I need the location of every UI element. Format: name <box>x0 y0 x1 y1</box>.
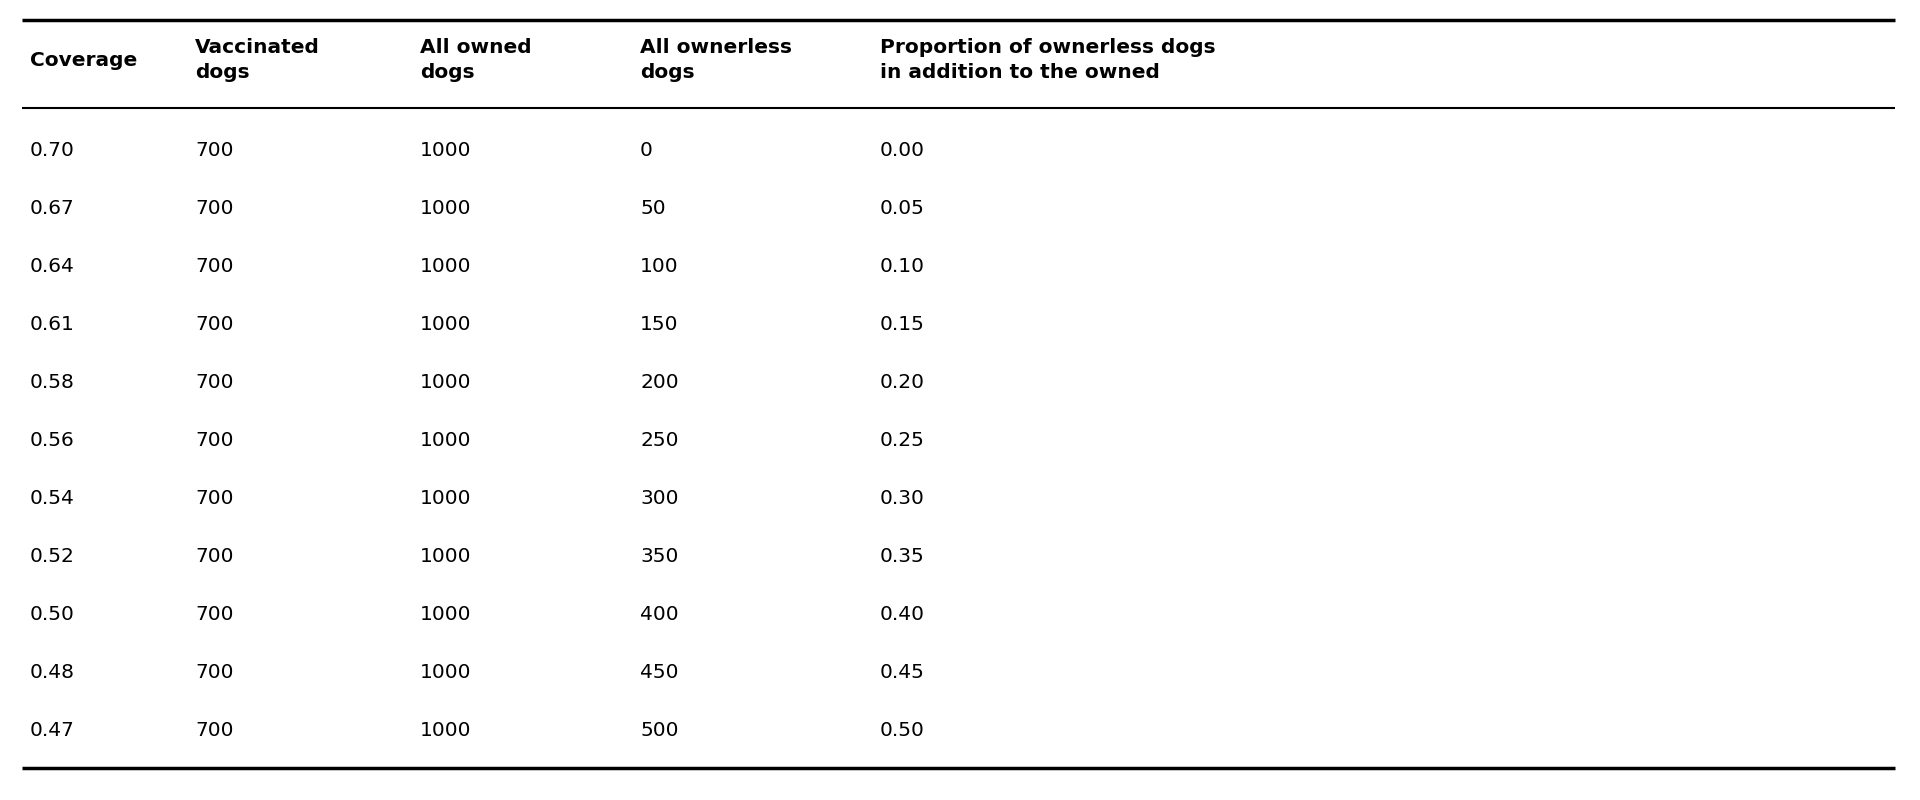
Text: 200: 200 <box>639 373 678 391</box>
Text: 150: 150 <box>639 314 678 334</box>
Text: All ownerless
dogs: All ownerless dogs <box>639 38 791 82</box>
Text: 0.40: 0.40 <box>879 605 925 623</box>
Text: 700: 700 <box>196 605 234 623</box>
Text: 0.10: 0.10 <box>879 257 925 275</box>
Text: 0.54: 0.54 <box>31 489 75 507</box>
Text: 700: 700 <box>196 373 234 391</box>
Text: 0.47: 0.47 <box>31 721 75 739</box>
Text: Proportion of ownerless dogs
in addition to the owned: Proportion of ownerless dogs in addition… <box>879 38 1215 82</box>
Text: All owned
dogs: All owned dogs <box>420 38 532 82</box>
Text: 1000: 1000 <box>420 721 472 739</box>
Text: 0.48: 0.48 <box>31 662 75 682</box>
Text: 50: 50 <box>639 198 666 218</box>
Text: 700: 700 <box>196 489 234 507</box>
Text: 1000: 1000 <box>420 605 472 623</box>
Text: 1000: 1000 <box>420 314 472 334</box>
Text: 0.00: 0.00 <box>879 141 925 159</box>
Text: 1000: 1000 <box>420 373 472 391</box>
Text: 0.64: 0.64 <box>31 257 75 275</box>
Text: 0.52: 0.52 <box>31 546 75 566</box>
Text: 1000: 1000 <box>420 198 472 218</box>
Text: 0.50: 0.50 <box>31 605 75 623</box>
Text: 0.58: 0.58 <box>31 373 75 391</box>
Text: 700: 700 <box>196 314 234 334</box>
Text: 700: 700 <box>196 662 234 682</box>
Text: 0.25: 0.25 <box>879 430 925 450</box>
Text: 0.61: 0.61 <box>31 314 75 334</box>
Text: Vaccinated
dogs: Vaccinated dogs <box>196 38 321 82</box>
Text: 1000: 1000 <box>420 257 472 275</box>
Text: 100: 100 <box>639 257 678 275</box>
Text: 0.56: 0.56 <box>31 430 75 450</box>
Text: 1000: 1000 <box>420 141 472 159</box>
Text: 1000: 1000 <box>420 430 472 450</box>
Text: 0.30: 0.30 <box>879 489 925 507</box>
Text: 450: 450 <box>639 662 678 682</box>
Text: 250: 250 <box>639 430 678 450</box>
Text: 700: 700 <box>196 546 234 566</box>
Text: 400: 400 <box>639 605 678 623</box>
Text: 0.67: 0.67 <box>31 198 75 218</box>
Text: 1000: 1000 <box>420 489 472 507</box>
Text: 700: 700 <box>196 721 234 739</box>
Text: 700: 700 <box>196 198 234 218</box>
Text: 700: 700 <box>196 430 234 450</box>
Text: 0.70: 0.70 <box>31 141 75 159</box>
Text: Coverage: Coverage <box>31 50 136 70</box>
Text: 500: 500 <box>639 721 678 739</box>
Text: 0.45: 0.45 <box>879 662 925 682</box>
Text: 700: 700 <box>196 141 234 159</box>
Text: 0.15: 0.15 <box>879 314 925 334</box>
Text: 700: 700 <box>196 257 234 275</box>
Text: 350: 350 <box>639 546 678 566</box>
Text: 0.50: 0.50 <box>879 721 925 739</box>
Text: 0.20: 0.20 <box>879 373 925 391</box>
Text: 1000: 1000 <box>420 662 472 682</box>
Text: 1000: 1000 <box>420 546 472 566</box>
Text: 0: 0 <box>639 141 653 159</box>
Text: 0.35: 0.35 <box>879 546 925 566</box>
Text: 0.05: 0.05 <box>879 198 925 218</box>
Text: 300: 300 <box>639 489 678 507</box>
